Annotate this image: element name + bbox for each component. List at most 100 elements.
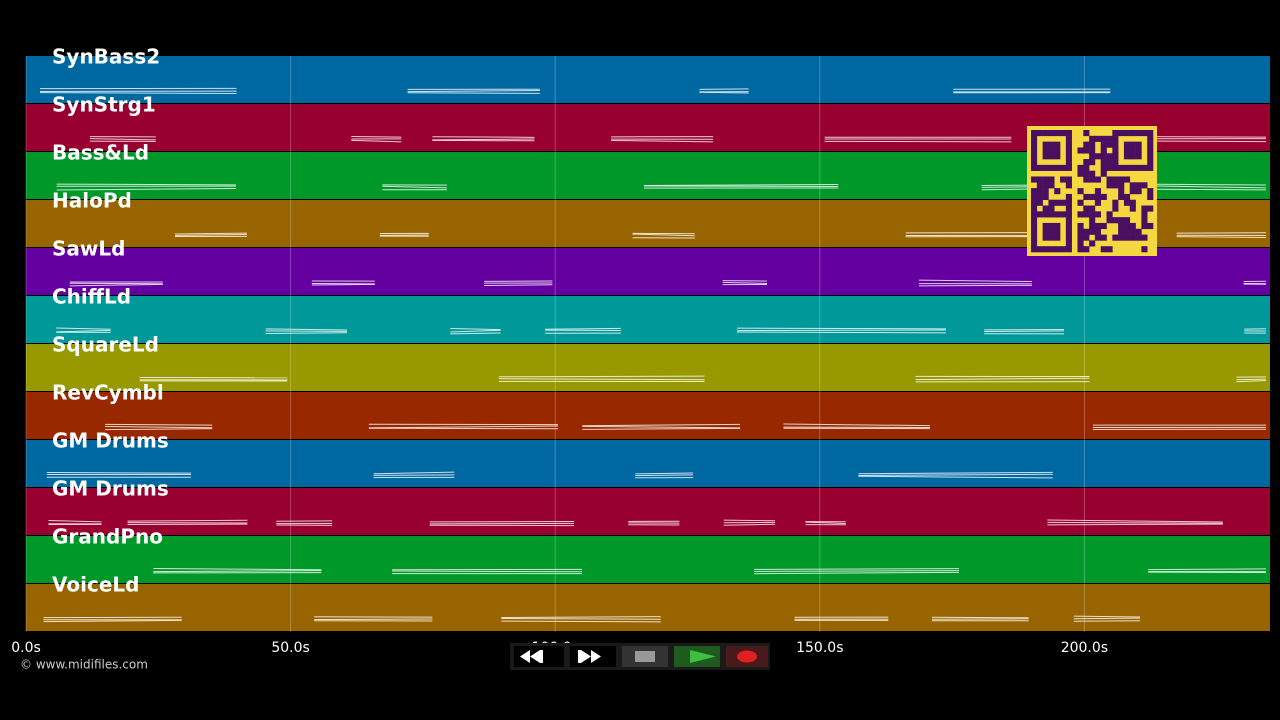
tick-label: 150.0s xyxy=(796,640,843,656)
qr-module xyxy=(1118,130,1125,137)
tick-label: 0.0s xyxy=(11,640,41,656)
qr-module xyxy=(1106,141,1113,148)
qr-module xyxy=(1135,153,1142,160)
lane-label: SquareLd xyxy=(52,333,159,357)
qr-module xyxy=(1112,199,1119,206)
qr-module xyxy=(1147,205,1154,212)
note xyxy=(432,136,535,138)
qr-module xyxy=(1123,153,1131,160)
note xyxy=(632,233,695,237)
note xyxy=(56,187,236,191)
qr-module xyxy=(1048,130,1055,137)
note xyxy=(501,618,661,620)
qr-module xyxy=(1100,222,1107,230)
qr-module xyxy=(1141,205,1148,212)
qr-module xyxy=(1048,246,1055,253)
qr-module xyxy=(1077,188,1084,195)
record-button[interactable] xyxy=(726,646,768,667)
qr-module xyxy=(1042,130,1049,137)
note xyxy=(1155,185,1267,189)
lane xyxy=(26,56,1270,103)
note xyxy=(153,567,322,571)
note xyxy=(89,138,156,141)
qr-module xyxy=(1031,141,1038,148)
note xyxy=(450,332,501,335)
qr-module xyxy=(1112,135,1119,142)
qr-module xyxy=(1083,193,1090,201)
qr-module xyxy=(1147,164,1154,171)
note xyxy=(1155,183,1267,186)
qr-module xyxy=(1036,199,1043,206)
note xyxy=(450,327,501,331)
note xyxy=(582,427,741,430)
note xyxy=(46,471,192,474)
note xyxy=(484,284,553,287)
lane-label: GM Drums xyxy=(52,477,169,501)
qr-module xyxy=(1089,147,1096,154)
qr-module xyxy=(1054,234,1061,241)
forward-button[interactable] xyxy=(570,646,616,667)
qr-module xyxy=(1129,188,1136,195)
qr-module xyxy=(1123,222,1131,230)
qr-module xyxy=(1083,205,1090,212)
note xyxy=(984,330,1065,333)
note xyxy=(722,281,768,284)
qr-module xyxy=(1054,199,1061,206)
note xyxy=(1047,523,1223,526)
qr-module xyxy=(1036,188,1043,195)
qr-module xyxy=(1112,217,1119,224)
qr-module xyxy=(1042,228,1049,235)
qr-module xyxy=(1089,176,1096,183)
qr-module xyxy=(1135,228,1142,235)
note xyxy=(392,570,582,573)
note xyxy=(175,232,247,235)
note xyxy=(498,375,705,378)
note xyxy=(1176,236,1267,238)
note xyxy=(635,474,694,477)
qr-module xyxy=(1031,199,1038,206)
qr-module xyxy=(1135,141,1142,148)
qr-module xyxy=(1112,164,1119,171)
qr-module xyxy=(1031,193,1038,201)
qr-module xyxy=(1077,147,1084,154)
qr-module xyxy=(1065,130,1072,137)
qr-module xyxy=(1060,176,1067,183)
qr-module xyxy=(1100,135,1107,142)
note xyxy=(56,327,111,330)
qr-module xyxy=(1083,170,1090,177)
qr-module xyxy=(1042,182,1049,189)
note xyxy=(69,283,163,287)
play-button[interactable] xyxy=(674,646,720,667)
qr-module xyxy=(1147,147,1154,154)
qr-module xyxy=(1083,246,1090,253)
qr-module xyxy=(1123,147,1131,154)
qr-module xyxy=(1065,222,1072,230)
stop-button[interactable] xyxy=(622,646,668,667)
qr-module xyxy=(1065,246,1072,253)
qr-module xyxy=(1112,176,1119,183)
qr-module xyxy=(1100,164,1107,171)
note xyxy=(265,330,347,332)
qr-module xyxy=(1141,182,1148,189)
qr-module xyxy=(1147,222,1154,230)
note xyxy=(754,568,960,570)
lane-label: RevCymbl xyxy=(52,381,164,405)
qr-module xyxy=(1042,211,1049,218)
qr-module xyxy=(1094,193,1102,201)
qr-module xyxy=(1129,228,1136,235)
credit: © www.midifiles.com xyxy=(20,658,148,672)
qr-code xyxy=(1027,126,1157,256)
qr-module xyxy=(1123,130,1131,137)
qr-module xyxy=(1042,205,1049,212)
qr-module xyxy=(1065,205,1072,212)
note xyxy=(368,425,558,429)
qr-module xyxy=(1083,176,1090,183)
qr-module xyxy=(1054,228,1061,235)
note xyxy=(736,329,946,332)
rewind-button[interactable] xyxy=(514,646,564,667)
lane-label: VoiceLd xyxy=(52,573,139,597)
qr-module xyxy=(1031,217,1038,224)
qr-module xyxy=(1048,199,1055,206)
transport-controls xyxy=(510,643,770,670)
